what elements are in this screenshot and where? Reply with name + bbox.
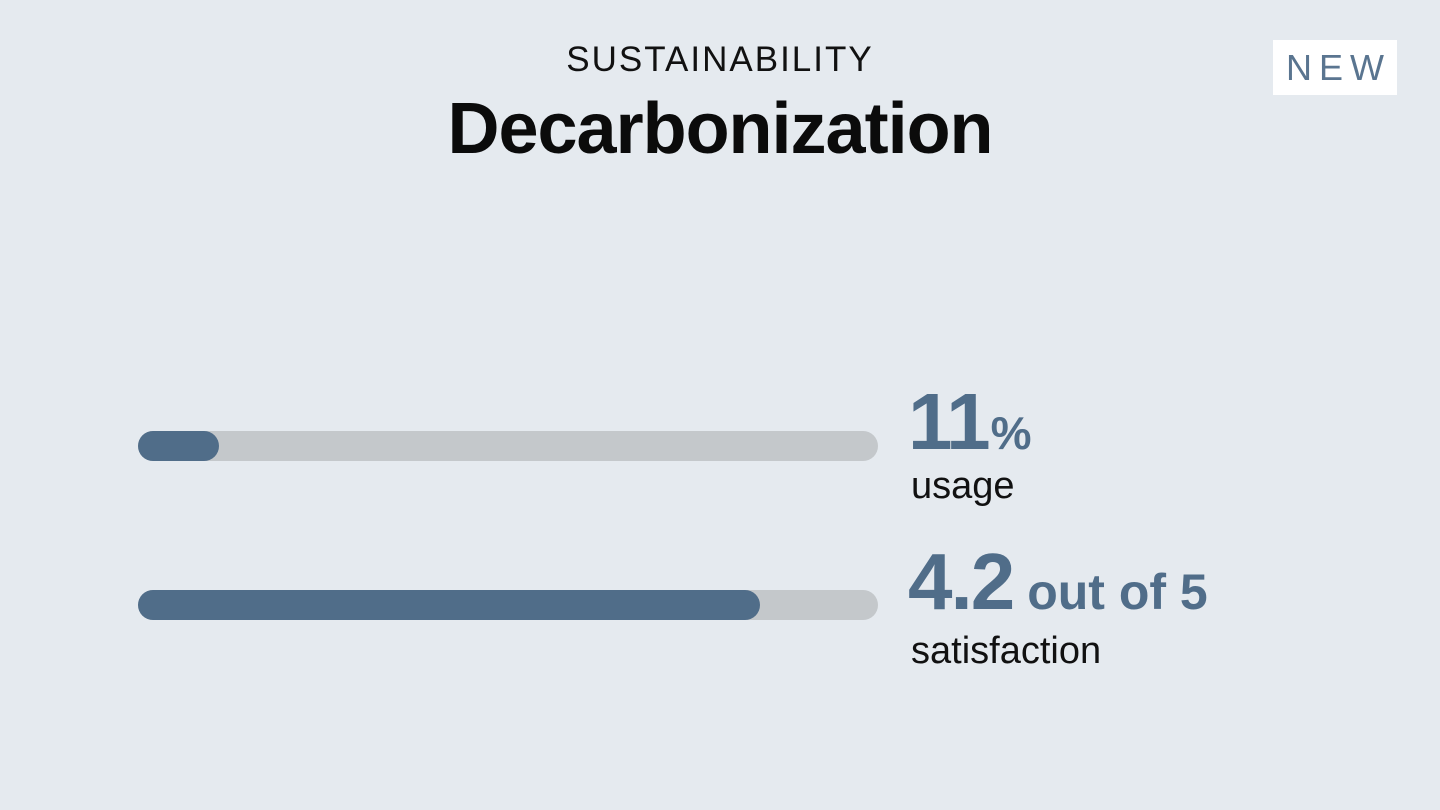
new-badge: NEW: [1273, 40, 1397, 95]
category: SUSTAINABILITY: [566, 40, 874, 79]
metric-value: 11: [908, 377, 991, 466]
metric-unit: %: [990, 407, 1032, 459]
page-title: Decarbonization: [447, 89, 993, 169]
metric-unit: out of 5: [1027, 564, 1208, 620]
progress-fill: [138, 590, 760, 620]
value-row: 4.2 out of 5: [908, 542, 1208, 622]
metric-value: 4.2: [908, 537, 1015, 626]
progress-fill: [138, 431, 220, 461]
value-row: 11%: [908, 382, 1031, 462]
progress-track: [138, 431, 878, 461]
progress-track: [138, 590, 878, 620]
metric-label: usage: [911, 465, 1015, 507]
metric-label: satisfaction: [911, 630, 1102, 672]
